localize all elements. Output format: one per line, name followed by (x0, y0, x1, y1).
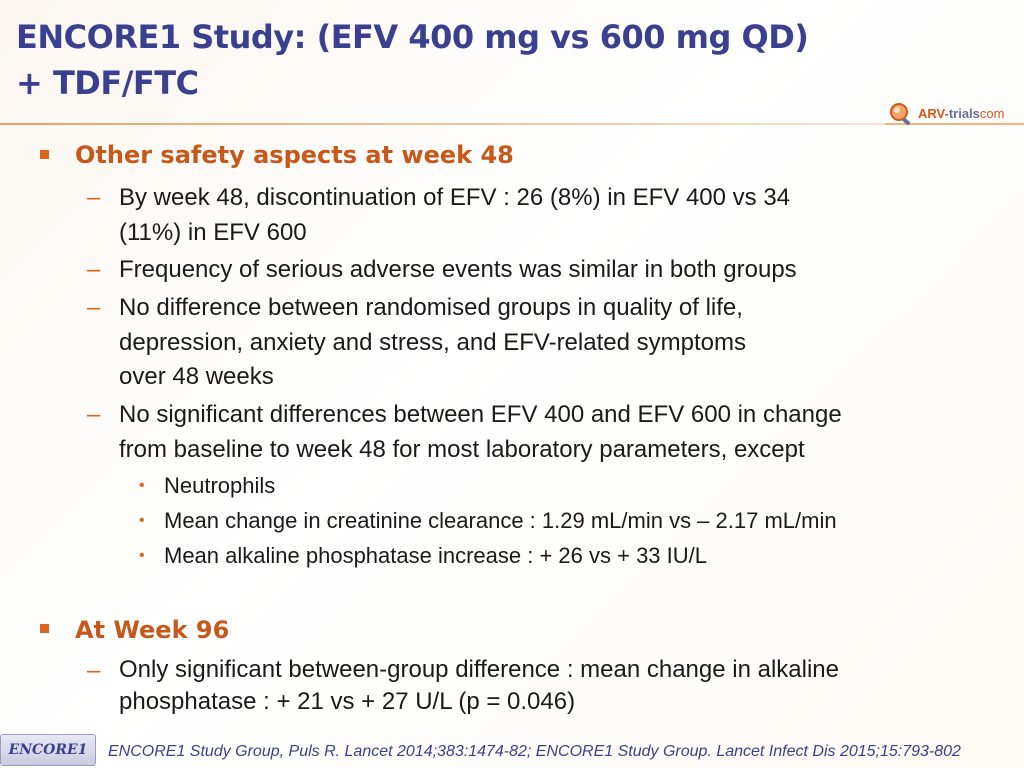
logo-text: ARV-trialscom (918, 100, 1004, 128)
sub-list-item: Mean change in creatinine clearance : 1.… (164, 508, 837, 533)
dash-bullet-icon: – (87, 657, 101, 684)
dash-bullet-icon: – (87, 401, 101, 428)
dot-bullet-icon: • (139, 512, 145, 529)
sub-list-item: Neutrophils (164, 473, 276, 498)
magnifier-logo-icon (890, 103, 911, 126)
list-item: Only significant between-group differenc… (119, 654, 839, 718)
dash-bullet-icon: – (87, 256, 101, 283)
list-item-line: over 48 weeks (119, 363, 274, 390)
list-item-line: (11%) in EFV 600 (119, 218, 307, 246)
section-heading-week96: At Week 96 (75, 616, 230, 644)
list-item-line: phosphatase : + 21 vs + 27 U/L (p = 0.04… (119, 688, 576, 715)
section-heading-week48: Other safety aspects at week 48 (75, 141, 514, 169)
list-item: No significant differences between EFV 4… (119, 398, 842, 467)
list-item-line: depression, anxiety and stress, and EFV-… (119, 328, 746, 356)
title-line-2: + TDF/FTC (16, 64, 199, 102)
list-item-line: Frequency of serious adverse events was … (119, 256, 797, 283)
list-item-line: from baseline to week 48 for most labora… (119, 435, 805, 463)
header-divider-right (885, 123, 1024, 125)
study-tag-badge: ENCORE1 (0, 734, 96, 766)
list-item-line: No significant differences between EFV 4… (119, 401, 842, 428)
list-item: By week 48, discontinuation of EFV : 26 … (119, 181, 790, 250)
list-item-line: Only significant between-group differenc… (119, 656, 839, 683)
square-bullet-icon (40, 624, 49, 633)
arv-trials-logo: ARV-trialscom (888, 100, 1014, 128)
dot-bullet-icon: • (139, 547, 145, 564)
list-item-line: No difference between randomised groups … (119, 294, 743, 321)
square-bullet-icon (40, 150, 49, 159)
title-line-1: ENCORE1 Study: (EFV 400 mg vs 600 mg QD) (16, 18, 809, 56)
logo-text-arv: ARV- (918, 106, 949, 121)
dash-bullet-icon: – (87, 184, 101, 211)
footer-reference: ENCORE1 Study Group, Puls R. Lancet 2014… (108, 743, 961, 760)
list-item: No difference between randomised groups … (119, 291, 746, 395)
header-divider (0, 123, 885, 125)
slide-title: ENCORE1 Study: (EFV 400 mg vs 600 mg QD)… (16, 14, 809, 106)
sub-list-item: Mean alkaline phosphatase increase : + 2… (164, 543, 708, 568)
dot-bullet-icon: • (139, 477, 145, 494)
logo-text-trials: trials (948, 106, 980, 121)
dash-bullet-icon: – (87, 294, 101, 321)
list-item-line: By week 48, discontinuation of EFV : 26 … (119, 184, 791, 211)
list-item: Frequency of serious adverse events was … (119, 253, 797, 288)
logo-text-com: com (979, 106, 1005, 121)
